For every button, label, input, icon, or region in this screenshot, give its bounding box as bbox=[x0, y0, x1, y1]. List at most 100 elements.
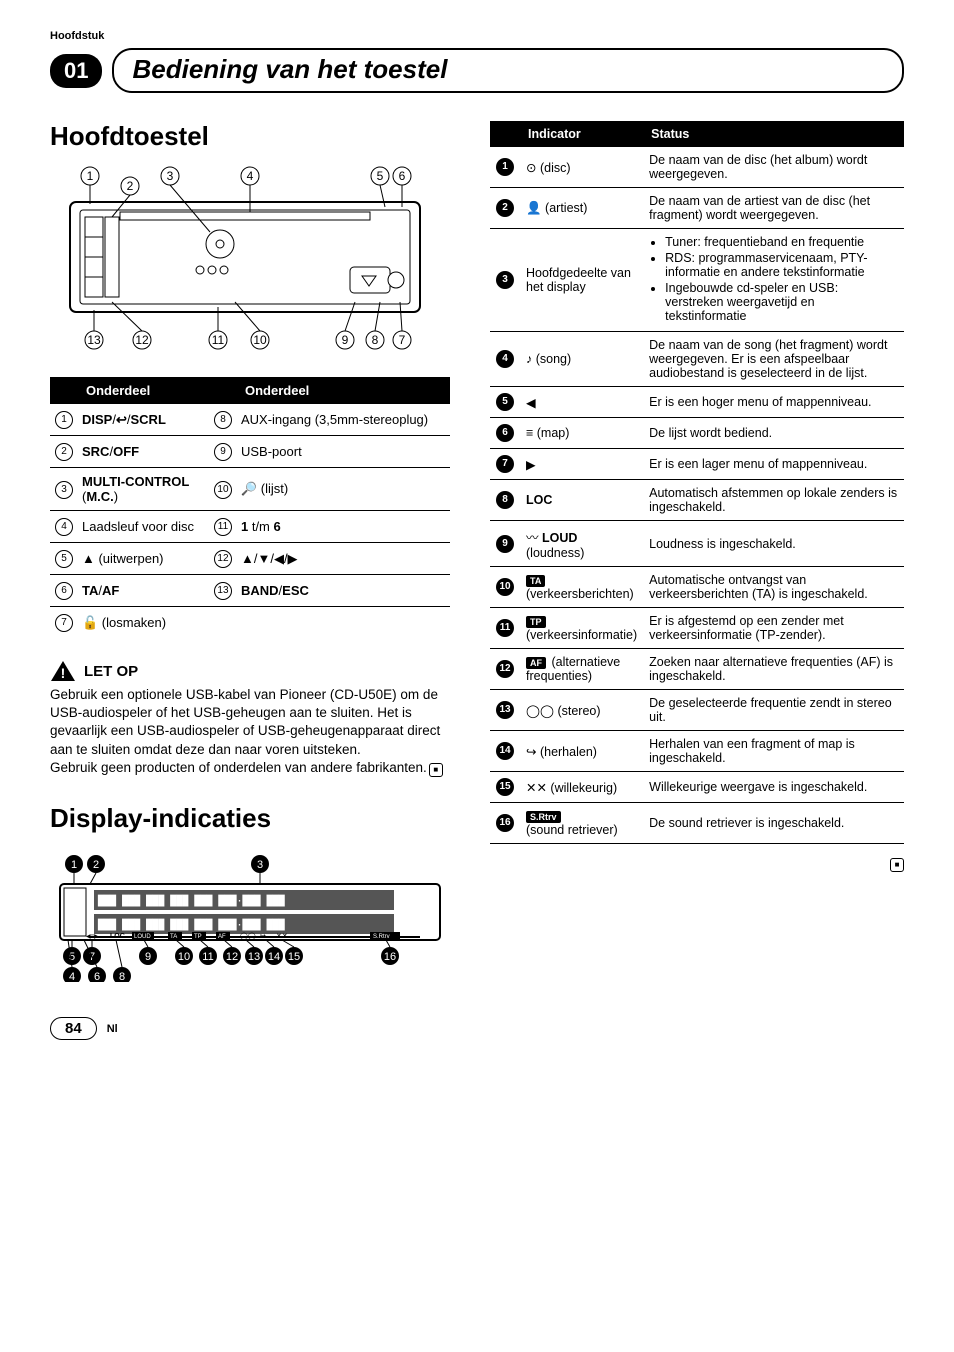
svg-text:13: 13 bbox=[87, 333, 101, 347]
part-label: AUX-ingang (3,5mm-stereoplug) bbox=[237, 404, 450, 436]
ind-num: 15 bbox=[496, 778, 514, 796]
ind-status: De lijst wordt bediend. bbox=[643, 418, 904, 449]
part-num: 3 bbox=[55, 481, 73, 499]
table-row: 8 LOC Automatisch afstemmen op lokale ze… bbox=[490, 480, 904, 521]
part-num: 8 bbox=[214, 411, 232, 429]
svg-text:7: 7 bbox=[399, 333, 406, 347]
svg-text:↪: ↪ bbox=[260, 933, 266, 940]
ind-status: Zoeken naar alternatieve frequenties (AF… bbox=[643, 649, 904, 690]
table-row: 5 ◀ Er is een hoger menu of mappenniveau… bbox=[490, 387, 904, 418]
page-number: 84 bbox=[50, 1017, 97, 1040]
list-icon: ≡ bbox=[526, 426, 533, 440]
svg-text:6: 6 bbox=[399, 169, 406, 183]
part-label: USB-poort bbox=[237, 436, 450, 468]
table-row: 7 🔓 (losmaken) bbox=[50, 607, 450, 639]
ind-status: Er is een lager menu of mappenniveau. bbox=[643, 449, 904, 480]
svg-text:16: 16 bbox=[384, 951, 396, 963]
warning-icon: ! bbox=[50, 660, 76, 682]
svg-text:TP: TP bbox=[194, 934, 202, 940]
ind-status: Er is een hoger menu of mappenniveau. bbox=[643, 387, 904, 418]
list-item: RDS: programmaservicenaam, PTY-informati… bbox=[665, 251, 898, 279]
part-num: 4 bbox=[55, 518, 73, 536]
table-row: 9 〰 LOUD(loudness) Loudness is ingeschak… bbox=[490, 521, 904, 567]
part-num: 5 bbox=[55, 550, 73, 568]
svg-text:8: 8 bbox=[372, 333, 379, 347]
af-tag: AF bbox=[526, 657, 546, 669]
svg-text:12: 12 bbox=[135, 333, 149, 347]
ind-status: Automatische ontvangst van verkeersberic… bbox=[643, 567, 904, 608]
srtrv-tag: S.Rtrv bbox=[526, 811, 561, 823]
chapter-header: 01 Bediening van het toestel bbox=[50, 48, 904, 93]
left-arrow-icon: ◀ bbox=[526, 396, 536, 410]
svg-text:███ ███ ███ ███ ███ ███·███ ██: ███ ███ ███ ███ ███ ███·███ ███ bbox=[97, 918, 286, 931]
ind-num: 9 bbox=[496, 535, 514, 553]
ind-num: 14 bbox=[496, 742, 514, 760]
language-code: Nl bbox=[107, 1023, 118, 1035]
ind-num: 8 bbox=[496, 491, 514, 509]
svg-text:9: 9 bbox=[145, 951, 151, 963]
list-item: Ingebouwde cd-speler en USB: verstreken … bbox=[665, 281, 898, 323]
table-row: 10 TA (verkeersberichten) Automatische o… bbox=[490, 567, 904, 608]
ind-num: 6 bbox=[496, 424, 514, 442]
caution-box: ! LET OP Gebruik een optionele USB-kabel… bbox=[50, 660, 450, 777]
ind-num: 12 bbox=[496, 660, 514, 678]
ind-status: De naam van de artiest van de disc (het … bbox=[643, 188, 904, 229]
table-row: 11 TP (verkeersinformatie) Er is afgeste… bbox=[490, 608, 904, 649]
svg-text:4: 4 bbox=[69, 971, 75, 982]
table-row: 2 SRC/OFF 9 USB-poort bbox=[50, 436, 450, 468]
ind-num: 5 bbox=[496, 393, 514, 411]
section-end-mark: ■ bbox=[490, 854, 904, 872]
svg-text:12: 12 bbox=[226, 951, 238, 963]
table-row: 14 ↪ (herhalen) Herhalen van een fragmen… bbox=[490, 731, 904, 772]
ind-num: 3 bbox=[496, 271, 514, 289]
svg-text:2: 2 bbox=[127, 179, 134, 193]
indicator-header-indicator: Indicator bbox=[520, 121, 643, 147]
part-num: 1 bbox=[55, 411, 73, 429]
ind-status: Willekeurige weergave is ingeschakeld. bbox=[643, 772, 904, 803]
svg-text:14: 14 bbox=[268, 951, 280, 963]
ind-status: De naam van de disc (het album) wordt we… bbox=[643, 147, 904, 188]
svg-text:11: 11 bbox=[212, 333, 225, 347]
ind-num: 11 bbox=[496, 619, 514, 637]
svg-text:1: 1 bbox=[71, 859, 77, 871]
svg-text:3: 3 bbox=[167, 169, 174, 183]
table-row: 6 TA/AF 13 BAND/ESC bbox=[50, 575, 450, 607]
svg-text:◀≡▶: ◀≡▶ bbox=[86, 934, 99, 940]
chapter-number-badge: 01 bbox=[50, 54, 102, 88]
ind-status: Automatisch afstemmen op lokale zenders … bbox=[643, 480, 904, 521]
ind-num: 2 bbox=[496, 199, 514, 217]
ta-tag: TA bbox=[526, 575, 545, 587]
svg-text:6: 6 bbox=[94, 971, 100, 982]
svg-text:10: 10 bbox=[178, 951, 190, 963]
svg-text:LOUD: LOUD bbox=[134, 934, 151, 940]
parts-header-right: Onderdeel bbox=[237, 377, 450, 404]
part-num: 6 bbox=[55, 582, 73, 600]
right-arrow-icon: ▶ bbox=[526, 458, 536, 472]
display-illustration: 1 2 3 ███ ███ ███ ███ ███ ███·███ ███ bbox=[50, 852, 450, 982]
svg-text:15: 15 bbox=[288, 951, 300, 963]
disc-icon: ⊙ bbox=[526, 161, 536, 175]
svg-text:LOC: LOC bbox=[110, 933, 125, 940]
table-row: 15 ✕✕ (willekeurig) Willekeurige weergav… bbox=[490, 772, 904, 803]
ind-num: 4 bbox=[496, 350, 514, 368]
section-title-display: Display-indicaties bbox=[50, 803, 450, 834]
ind-num: 10 bbox=[496, 578, 514, 596]
svg-text:1: 1 bbox=[87, 169, 94, 183]
indicator-header-status: Status bbox=[643, 121, 904, 147]
ind-status: De geselecteerde frequentie zendt in ste… bbox=[643, 690, 904, 731]
table-row: 2 👤 (artiest) De naam van de artiest van… bbox=[490, 188, 904, 229]
svg-text:4: 4 bbox=[247, 169, 254, 183]
ind-status-list: Tuner: frequentieband en frequentie RDS:… bbox=[649, 235, 898, 323]
ind-status: Er is afgestemd op een zender met verkee… bbox=[643, 608, 904, 649]
ind-num: 13 bbox=[496, 701, 514, 719]
ind-num: 1 bbox=[496, 158, 514, 176]
svg-text:9: 9 bbox=[342, 333, 349, 347]
svg-text:S.Rtrv: S.Rtrv bbox=[373, 934, 390, 940]
shuffle-icon: ✕✕ bbox=[526, 781, 547, 795]
svg-text:TA: TA bbox=[170, 934, 177, 940]
svg-text:3: 3 bbox=[257, 859, 263, 871]
table-row: 4 ♪ (song) De naam van de song (het frag… bbox=[490, 332, 904, 387]
loud-icon: 〰 bbox=[526, 531, 539, 545]
ind-status: Herhalen van een fragment of map is inge… bbox=[643, 731, 904, 772]
svg-text:AF: AF bbox=[218, 934, 226, 940]
